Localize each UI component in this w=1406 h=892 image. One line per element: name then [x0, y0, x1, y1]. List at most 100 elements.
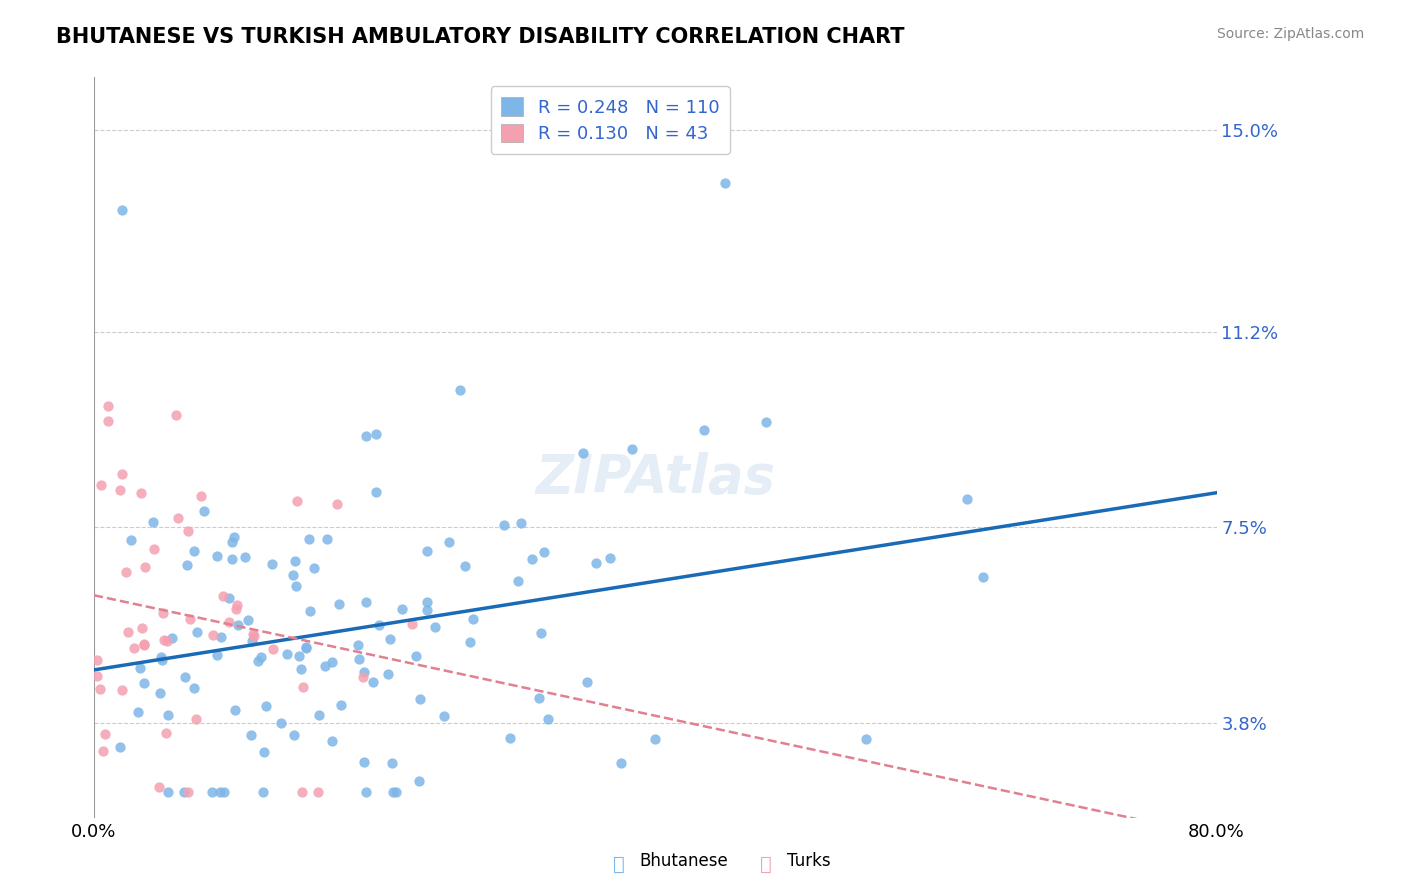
- Point: [122, 640, 145, 655]
- Point: [610, 756, 633, 771]
- Point: [276, 647, 298, 661]
- Point: [260, 558, 283, 572]
- Point: [226, 617, 249, 632]
- Point: [221, 534, 243, 549]
- Point: [132, 639, 155, 653]
- Point: [316, 532, 339, 546]
- Point: [330, 698, 353, 712]
- Point: [308, 708, 330, 723]
- Point: [254, 699, 277, 714]
- Point: [425, 620, 447, 634]
- Point: [347, 652, 370, 666]
- Point: [97, 415, 120, 429]
- Point: [167, 511, 190, 525]
- Point: [202, 628, 225, 642]
- Point: [263, 642, 285, 657]
- Point: [458, 634, 481, 648]
- Point: [270, 715, 292, 730]
- Point: [295, 641, 318, 656]
- Point: [510, 516, 533, 530]
- Point: [283, 568, 305, 582]
- Point: [134, 560, 156, 574]
- Point: [153, 632, 176, 647]
- Text: ⬜: ⬜: [761, 855, 772, 874]
- Point: [173, 785, 195, 799]
- Point: [165, 409, 187, 423]
- Point: [115, 566, 138, 580]
- Point: [250, 649, 273, 664]
- Text: ZIPAtlas: ZIPAtlas: [536, 451, 775, 504]
- Point: [298, 532, 321, 546]
- Point: [205, 549, 228, 563]
- Point: [356, 785, 378, 799]
- Point: [148, 780, 170, 794]
- Point: [156, 634, 179, 648]
- Point: [714, 176, 737, 190]
- Point: [463, 612, 485, 626]
- Point: [575, 675, 598, 690]
- Point: [132, 637, 155, 651]
- Point: [354, 429, 377, 443]
- Point: [111, 683, 134, 698]
- Point: [236, 613, 259, 627]
- Point: [364, 484, 387, 499]
- Point: [415, 595, 437, 609]
- Point: [599, 551, 621, 566]
- Point: [498, 731, 520, 745]
- Point: [585, 556, 607, 570]
- Point: [621, 442, 644, 456]
- Point: [177, 524, 200, 538]
- Point: [128, 660, 150, 674]
- Point: [363, 674, 385, 689]
- Point: [209, 630, 232, 644]
- Point: [292, 680, 315, 694]
- Point: [572, 445, 595, 459]
- Point: [321, 655, 343, 669]
- Point: [353, 665, 375, 680]
- Point: [155, 726, 177, 740]
- Point: [132, 676, 155, 690]
- Point: [326, 497, 349, 511]
- Point: [378, 632, 401, 646]
- Point: [148, 686, 170, 700]
- Point: [93, 744, 115, 758]
- Point: [142, 515, 165, 529]
- Point: [111, 467, 134, 482]
- Point: [239, 728, 262, 742]
- Point: [225, 601, 247, 615]
- Point: [150, 653, 173, 667]
- Point: [233, 550, 256, 565]
- Point: [307, 785, 329, 799]
- Point: [287, 493, 309, 508]
- Point: [972, 570, 994, 584]
- Point: [353, 755, 375, 769]
- Point: [190, 489, 212, 503]
- Point: [295, 640, 318, 655]
- Point: [855, 732, 877, 747]
- Point: [183, 681, 205, 695]
- Point: [90, 478, 112, 492]
- Point: [285, 579, 308, 593]
- Point: [218, 615, 240, 630]
- Point: [537, 713, 560, 727]
- Text: Turks: Turks: [787, 852, 831, 870]
- Point: [174, 670, 197, 684]
- Point: [246, 654, 269, 668]
- Point: [449, 383, 471, 397]
- Point: [409, 692, 432, 706]
- Point: [384, 785, 406, 799]
- Point: [207, 648, 229, 662]
- Point: [242, 626, 264, 640]
- Point: [129, 485, 152, 500]
- Point: [644, 732, 666, 747]
- Point: [253, 745, 276, 759]
- Point: [117, 624, 139, 639]
- Point: [755, 415, 778, 429]
- Point: [176, 558, 198, 573]
- Point: [131, 621, 153, 635]
- Point: [152, 607, 174, 621]
- Point: [156, 785, 179, 799]
- Point: [120, 533, 142, 548]
- Point: [401, 617, 423, 632]
- Point: [529, 626, 551, 640]
